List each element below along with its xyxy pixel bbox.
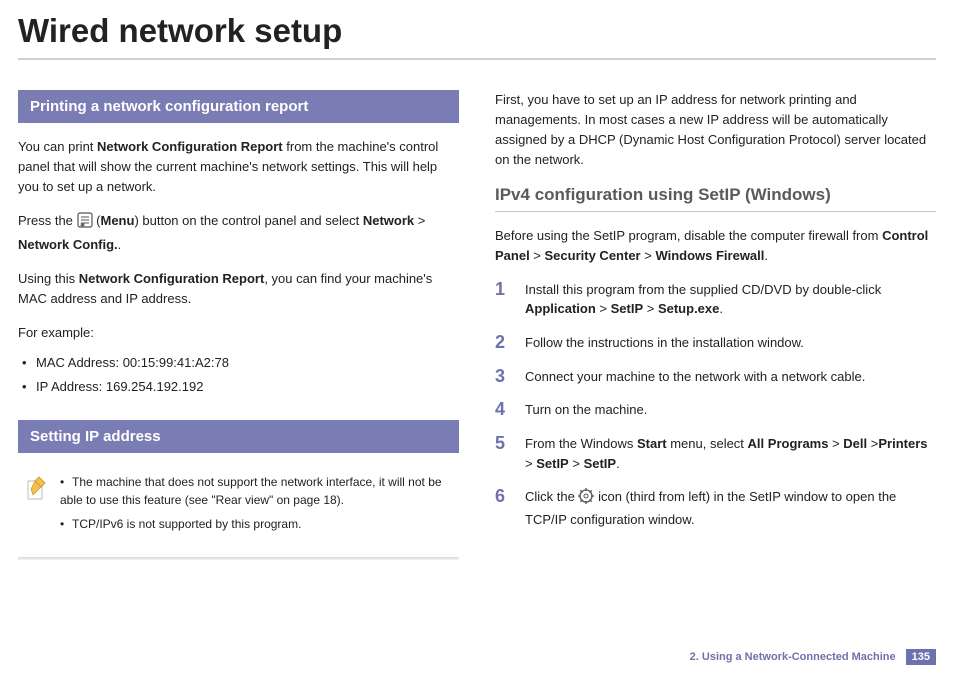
bold: All Programs bbox=[748, 436, 829, 451]
step-text: Follow the instructions in the installat… bbox=[525, 333, 936, 353]
text: ) button on the control panel and select bbox=[134, 213, 362, 228]
subheading-ipv4: IPv4 configuration using SetIP (Windows) bbox=[495, 185, 936, 212]
step-2: 2 Follow the instructions in the install… bbox=[495, 333, 936, 353]
menu-icon: ✱ bbox=[77, 212, 93, 234]
bold: Network Configuration Report bbox=[79, 271, 265, 286]
list-item: IP Address: 169.254.192.192 bbox=[22, 375, 459, 398]
bold: Start bbox=[637, 436, 667, 451]
step-number: 2 bbox=[495, 333, 513, 353]
note-icon bbox=[22, 473, 50, 506]
text: . bbox=[764, 248, 768, 263]
page-footer: 2. Using a Network-Connected Machine 135 bbox=[690, 649, 936, 665]
text: > bbox=[569, 456, 584, 471]
step-text: Click the icon (third from left) in the … bbox=[525, 487, 936, 529]
gear-icon bbox=[578, 488, 594, 510]
text: Press the bbox=[18, 213, 77, 228]
svg-text:✱: ✱ bbox=[80, 222, 85, 228]
page-title: Wired network setup bbox=[0, 0, 954, 58]
step-text: From the Windows Start menu, select All … bbox=[525, 434, 936, 473]
step-1: 1 Install this program from the supplied… bbox=[495, 280, 936, 319]
list-item: TCP/IPv6 is not supported by this progra… bbox=[60, 515, 455, 533]
text: Install this program from the supplied C… bbox=[525, 282, 881, 297]
text: Click the bbox=[525, 489, 578, 504]
step-number: 3 bbox=[495, 367, 513, 387]
step-text: Turn on the machine. bbox=[525, 400, 936, 420]
section-heading-setting-ip: Setting IP address bbox=[18, 420, 459, 453]
list-item: MAC Address: 00:15:99:41:A2:78 bbox=[22, 351, 459, 374]
bold: SetIP bbox=[536, 456, 569, 471]
text: > bbox=[530, 248, 545, 263]
bold: SetIP bbox=[611, 301, 644, 316]
section-heading-print-report: Printing a network configuration report bbox=[18, 90, 459, 123]
list-item: The machine that does not support the ne… bbox=[60, 473, 455, 509]
para-example-label: For example: bbox=[18, 323, 459, 343]
step-5: 5 From the Windows Start menu, select Al… bbox=[495, 434, 936, 473]
footer-chapter: 2. Using a Network-Connected Machine bbox=[690, 651, 896, 663]
bold: Application bbox=[525, 301, 596, 316]
para-menu-path: Press the ✱ (Menu) button on the control… bbox=[18, 211, 459, 254]
text: . bbox=[719, 301, 723, 316]
step-number: 6 bbox=[495, 487, 513, 507]
para-firewall: Before using the SetIP program, disable … bbox=[495, 226, 936, 266]
example-list: MAC Address: 00:15:99:41:A2:78 IP Addres… bbox=[18, 351, 459, 398]
text: Using this bbox=[18, 271, 79, 286]
bold: SetIP bbox=[584, 456, 617, 471]
bold: Network Config. bbox=[18, 237, 118, 252]
bold: Printers bbox=[878, 436, 927, 451]
para-mac-ip: Using this Network Configuration Report,… bbox=[18, 269, 459, 309]
text: . bbox=[118, 237, 122, 252]
text: You can print bbox=[18, 139, 97, 154]
bold: Security Center bbox=[545, 248, 641, 263]
step-number: 5 bbox=[495, 434, 513, 454]
bold: Setup.exe bbox=[658, 301, 719, 316]
bold: Dell bbox=[843, 436, 870, 451]
text: > bbox=[596, 301, 611, 316]
text: > bbox=[641, 248, 656, 263]
step-6: 6 Click the icon (third from left) in th… bbox=[495, 487, 936, 529]
step-text: Connect your machine to the network with… bbox=[525, 367, 936, 387]
bold: Windows Firewall bbox=[655, 248, 764, 263]
content-columns: Printing a network configuration report … bbox=[0, 60, 954, 560]
page-number: 135 bbox=[906, 649, 936, 665]
text: > bbox=[828, 436, 843, 451]
bold: Menu bbox=[101, 213, 135, 228]
steps-list: 1 Install this program from the supplied… bbox=[495, 280, 936, 529]
step-text: Install this program from the supplied C… bbox=[525, 280, 936, 319]
step-4: 4 Turn on the machine. bbox=[495, 400, 936, 420]
note-list: The machine that does not support the ne… bbox=[60, 473, 455, 539]
para-print-report: You can print Network Configuration Repo… bbox=[18, 137, 459, 197]
text: Before using the SetIP program, disable … bbox=[495, 228, 882, 243]
step-3: 3 Connect your machine to the network wi… bbox=[495, 367, 936, 387]
left-column: Printing a network configuration report … bbox=[18, 90, 459, 560]
text: > bbox=[525, 456, 536, 471]
para-dhcp: First, you have to set up an IP address … bbox=[495, 90, 936, 171]
text: From the Windows bbox=[525, 436, 637, 451]
text: > bbox=[643, 301, 658, 316]
bold: Network Configuration Report bbox=[97, 139, 283, 154]
step-number: 1 bbox=[495, 280, 513, 300]
text: . bbox=[616, 456, 620, 471]
step-number: 4 bbox=[495, 400, 513, 420]
text: > bbox=[414, 213, 425, 228]
note-box: The machine that does not support the ne… bbox=[18, 467, 459, 551]
bold: Network bbox=[363, 213, 414, 228]
note-divider bbox=[18, 557, 459, 560]
right-column: First, you have to set up an IP address … bbox=[495, 90, 936, 560]
text: menu, select bbox=[667, 436, 748, 451]
